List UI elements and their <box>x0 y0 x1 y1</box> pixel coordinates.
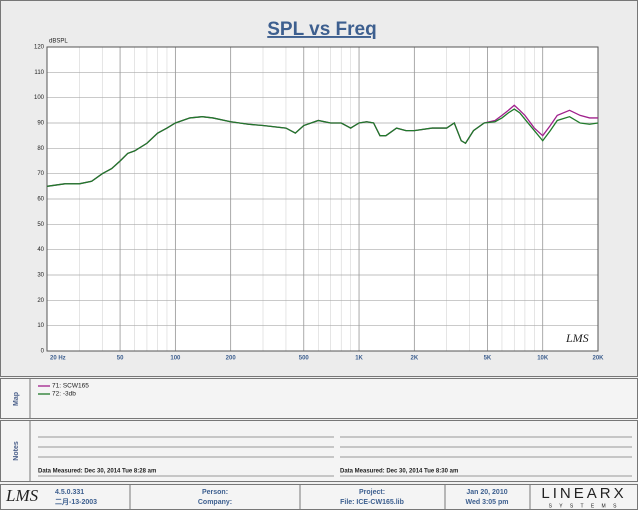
y-tick-label: 10 <box>37 323 44 329</box>
note-left: Data Measured: Dec 30, 2014 Tue 8:28 am <box>38 469 156 475</box>
version: 4.5.0.331 <box>55 489 84 496</box>
footer <box>0 484 638 510</box>
plot-border <box>46 46 599 352</box>
brand: LINEARX <box>541 485 626 502</box>
x-tick-label: 5K <box>484 356 492 362</box>
x-tick-label: 200 <box>226 356 237 362</box>
legend-label: 72: -3db <box>52 391 76 398</box>
chart-title: SPL vs Freq <box>267 19 376 40</box>
person: Person: <box>202 489 228 496</box>
build-date: 二月-13-2003 <box>55 498 97 506</box>
note-right: Data Measured: Dec 30, 2014 Tue 8:30 am <box>340 469 458 475</box>
company: Company: <box>198 499 232 506</box>
x-tick-label: 20 Hz <box>50 356 66 362</box>
x-tick-label: 10K <box>537 356 549 362</box>
footer-dividers <box>129 485 531 510</box>
y-tick-label: 90 <box>37 121 44 127</box>
y-tick-label: 70 <box>37 171 44 177</box>
map-label: Map <box>13 392 20 406</box>
print-date: Jan 20, 2010 <box>466 489 507 496</box>
y-tick-label: 40 <box>37 247 44 253</box>
y-tick-label: 110 <box>34 70 44 76</box>
x-tick-label: 500 <box>299 356 310 362</box>
print-time: Wed 3:05 pm <box>465 499 508 506</box>
y-tick-label: 120 <box>34 45 45 51</box>
y-tick-label: 50 <box>37 222 44 228</box>
note-lines <box>38 436 632 477</box>
y-tick-label: 0 <box>41 349 45 355</box>
y-axis-label: dBSPL <box>49 39 68 45</box>
x-tick-label: 20K <box>592 356 604 362</box>
x-tick-label: 100 <box>170 356 181 362</box>
notes-label: Notes <box>13 441 20 461</box>
series-line <box>46 108 599 187</box>
file: File: ICE-CW165.lib <box>340 499 404 506</box>
project: Project: <box>359 489 385 496</box>
y-tick-label: 100 <box>34 95 45 101</box>
y-tick-label: 30 <box>37 273 44 279</box>
watermark: LMS <box>565 331 589 345</box>
y-tick-label: 80 <box>37 146 44 152</box>
x-tick-label: 2K <box>410 356 418 362</box>
y-tick-label: 60 <box>37 197 44 203</box>
y-tick-label: 20 <box>37 298 44 304</box>
brand-sub: S Y S T E M S <box>549 503 620 509</box>
footer-logo: LMS <box>5 486 39 505</box>
map-panel <box>0 378 638 419</box>
legend-label: 71: SCW165 <box>52 383 89 390</box>
x-tick-label: 1K <box>355 356 363 362</box>
x-tick-label: 50 <box>117 356 124 362</box>
